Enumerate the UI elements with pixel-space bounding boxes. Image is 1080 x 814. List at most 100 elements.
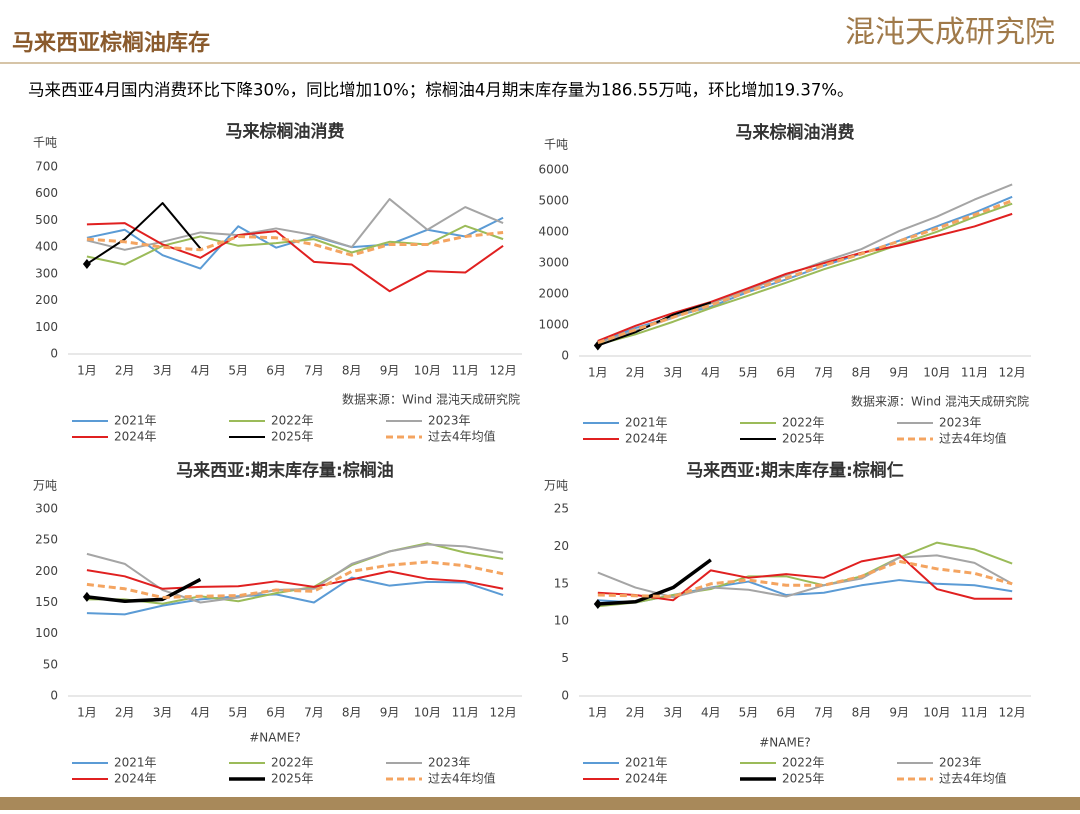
series-line [597, 559, 1013, 599]
y-tick-label: 600 [35, 186, 58, 200]
series-line [597, 199, 1013, 345]
legend-label: 2022年 [782, 756, 825, 770]
x-tick-label: 9月 [380, 706, 400, 720]
legend-label: 2023年 [428, 414, 471, 428]
x-tick-label: 11月 [452, 706, 479, 720]
x-tick-label: 7月 [304, 364, 324, 378]
y-tick-label: 150 [35, 595, 58, 609]
x-tick-label: 11月 [452, 364, 479, 378]
start-marker [82, 591, 91, 602]
x-tick-label: 6月 [776, 706, 796, 720]
series-line [86, 230, 504, 257]
x-tick-label: 11月 [961, 706, 988, 720]
x-tick-label: 6月 [776, 366, 796, 380]
x-axis-label: #NAME? [759, 736, 811, 750]
x-tick-label: 1月 [77, 364, 97, 378]
y-unit: 万吨 [544, 479, 568, 493]
x-tick-label: 10月 [923, 366, 950, 380]
x-axis-label: #NAME? [249, 731, 301, 745]
source: 数据来源：Wind 混沌天成研究院 [342, 392, 520, 407]
y-tick-label: 200 [35, 564, 58, 578]
legend-label: 2025年 [782, 772, 825, 786]
series-line [86, 543, 504, 604]
chart-title: 马来棕榈油消费 [226, 121, 345, 142]
y-unit: 千吨 [544, 138, 568, 152]
x-tick-label: 5月 [228, 364, 248, 378]
legend-label: 2023年 [428, 756, 471, 770]
x-tick-label: 12月 [999, 366, 1026, 380]
legend-label: 2024年 [114, 430, 157, 444]
x-tick-label: 5月 [739, 366, 759, 380]
y-tick-label: 0 [50, 689, 58, 703]
y-tick-label: 200 [35, 293, 58, 307]
series-line [597, 541, 1013, 608]
x-tick-label: 7月 [814, 366, 834, 380]
legend-label: 2025年 [271, 430, 314, 444]
footer-bar [0, 797, 1080, 810]
y-tick-label: 2000 [538, 287, 569, 301]
x-tick-label: 8月 [342, 706, 362, 720]
legend-label: 2021年 [114, 414, 157, 428]
y-tick-label: 4000 [538, 225, 569, 239]
x-tick-label: 7月 [304, 706, 324, 720]
legend-label: 2023年 [939, 416, 982, 430]
y-tick-label: 20 [554, 539, 569, 553]
legend-label: 过去4年均值 [428, 429, 496, 444]
y-tick-label: 15 [554, 576, 569, 590]
x-tick-label: 8月 [342, 364, 362, 378]
legend-label: 2023年 [939, 756, 982, 770]
legend-label: 2025年 [271, 772, 314, 786]
chart-title: 马来西亚:期末库存量:棕榈仁 [686, 460, 904, 481]
x-tick-label: 2月 [626, 706, 646, 720]
x-tick-label: 2月 [115, 706, 135, 720]
series-line [86, 222, 504, 293]
x-tick-label: 1月 [588, 366, 608, 380]
y-tick-label: 100 [35, 626, 58, 640]
y-tick-label: 0 [561, 349, 569, 363]
y-tick-label: 300 [35, 502, 58, 516]
series-line [86, 542, 504, 605]
x-tick-label: 10月 [414, 706, 441, 720]
y-tick-label: 5000 [538, 194, 569, 208]
legend-label: 2022年 [271, 414, 314, 428]
x-tick-label: 10月 [414, 364, 441, 378]
y-tick-label: 0 [561, 689, 569, 703]
legend-label: 过去4年均值 [939, 431, 1007, 446]
x-tick-label: 5月 [228, 706, 248, 720]
legend-label: 2021年 [625, 756, 668, 770]
summary: 马来西亚4月国内消费环比下降30%，同比增加10%；棕榈油4月期末库存量为186… [28, 81, 854, 100]
series-line [86, 216, 504, 270]
chart-title: 马来西亚:期末库存量:棕榈油 [176, 460, 394, 481]
x-tick-label: 11月 [961, 366, 988, 380]
logo: 混沌天成研究院 [845, 15, 1055, 50]
legend-label: 2024年 [625, 432, 668, 446]
y-tick-label: 100 [35, 320, 58, 334]
y-tick-label: 1000 [538, 318, 569, 332]
y-tick-label: 50 [43, 657, 58, 671]
x-tick-label: 10月 [923, 706, 950, 720]
legend-label: 2022年 [271, 756, 314, 770]
x-tick-label: 9月 [889, 366, 909, 380]
y-tick-label: 500 [35, 213, 58, 227]
y-tick-label: 6000 [538, 163, 569, 177]
legend-label: 2021年 [114, 756, 157, 770]
y-unit: 千吨 [33, 136, 57, 150]
series-line [86, 576, 504, 616]
start-marker [82, 258, 91, 269]
legend-label: 2021年 [625, 416, 668, 430]
y-tick-label: 5 [561, 651, 569, 665]
legend-label: 2024年 [625, 772, 668, 786]
x-tick-label: 3月 [153, 364, 173, 378]
x-tick-label: 4月 [701, 366, 721, 380]
x-tick-label: 8月 [852, 366, 872, 380]
x-tick-label: 4月 [191, 364, 211, 378]
x-tick-label: 6月 [266, 706, 286, 720]
x-tick-label: 5月 [739, 706, 759, 720]
x-tick-label: 3月 [663, 706, 683, 720]
series-line [597, 553, 1013, 602]
series-line [86, 569, 504, 590]
x-tick-label: 12月 [489, 364, 516, 378]
y-unit: 万吨 [33, 479, 57, 493]
